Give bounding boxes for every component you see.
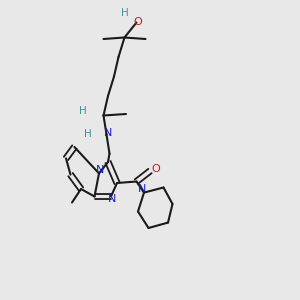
Text: N: N: [108, 194, 117, 205]
Text: H: H: [79, 106, 86, 116]
Text: O: O: [133, 16, 142, 27]
Text: N: N: [104, 128, 112, 139]
Text: H: H: [121, 8, 128, 19]
Text: N: N: [96, 165, 105, 175]
Text: N: N: [138, 184, 147, 194]
Text: H: H: [84, 129, 92, 140]
Text: O: O: [151, 164, 160, 175]
